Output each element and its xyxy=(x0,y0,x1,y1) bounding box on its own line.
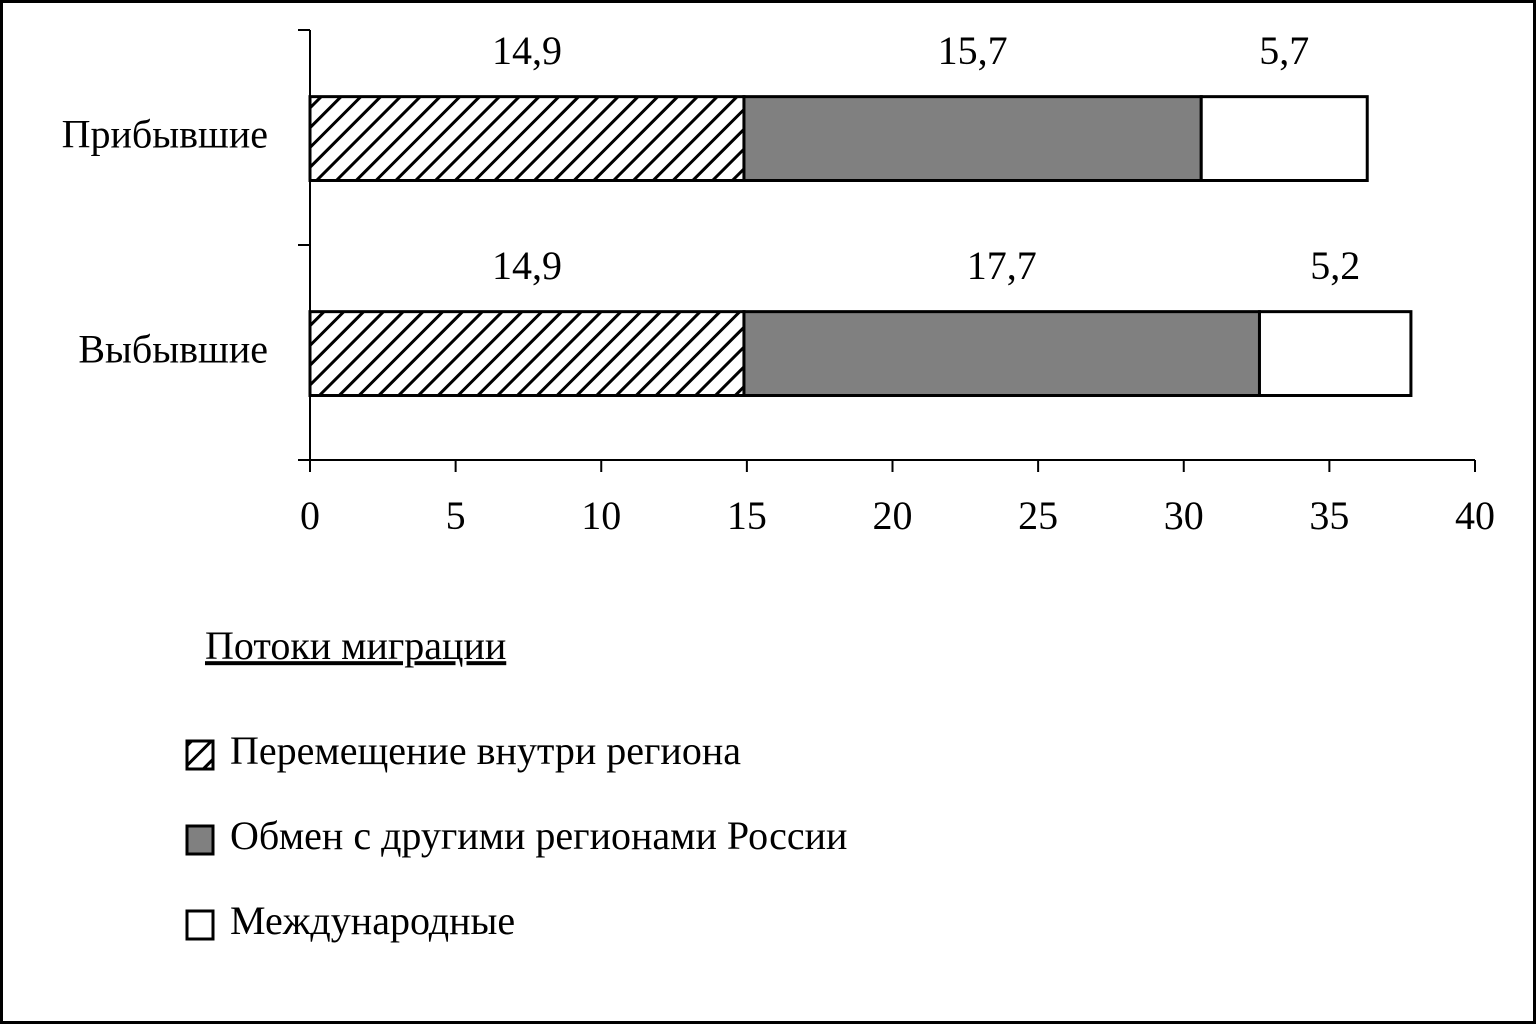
legend-swatch xyxy=(185,909,215,941)
x-tick-label: 20 xyxy=(873,493,913,538)
value-label: 5,7 xyxy=(1259,28,1309,73)
bar-segment xyxy=(1199,95,1369,182)
bar-segment xyxy=(308,95,746,182)
x-tick-label: 15 xyxy=(727,493,767,538)
value-label: 14,9 xyxy=(492,243,562,288)
x-tick-label: 25 xyxy=(1018,493,1058,538)
value-label: 14,9 xyxy=(492,28,562,73)
category-label: Прибывшие xyxy=(62,112,268,157)
x-tick-label: 10 xyxy=(581,493,621,538)
x-tick-label: 40 xyxy=(1455,493,1495,538)
x-tick-label: 0 xyxy=(300,493,320,538)
value-label: 5,2 xyxy=(1310,243,1360,288)
bar-segment xyxy=(308,310,746,397)
legend-title: Потоки миграции xyxy=(205,623,506,668)
bar-segment xyxy=(1257,310,1413,397)
x-tick-label: 30 xyxy=(1164,493,1204,538)
bar-segment xyxy=(742,310,1261,397)
bar-segment xyxy=(742,95,1203,182)
value-label: 15,7 xyxy=(938,28,1008,73)
value-label: 17,7 xyxy=(967,243,1037,288)
x-tick-label: 35 xyxy=(1309,493,1349,538)
legend-swatch xyxy=(185,824,215,856)
legend-swatch xyxy=(185,739,215,771)
legend-label: Обмен с другими регионами России xyxy=(230,813,847,858)
legend-label: Международные xyxy=(230,898,515,943)
x-tick-label: 5 xyxy=(446,493,466,538)
category-label: Выбывшие xyxy=(78,327,268,372)
legend-label: Перемещение внутри региона xyxy=(230,728,741,773)
